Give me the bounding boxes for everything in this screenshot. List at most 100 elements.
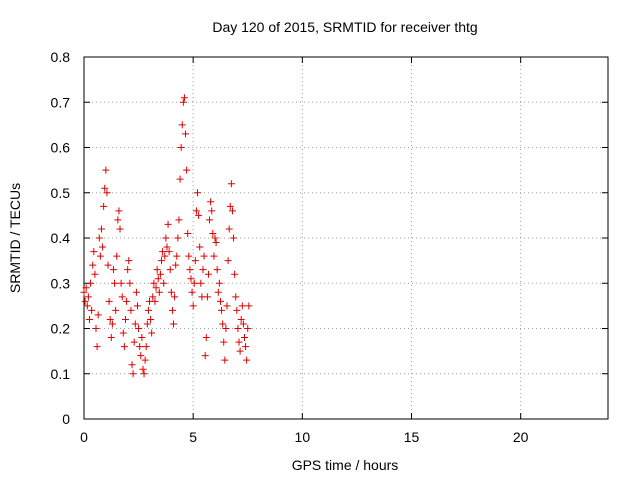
data-point <box>130 338 138 346</box>
data-point <box>80 288 88 296</box>
data-point <box>237 315 245 323</box>
data-point <box>215 279 223 287</box>
data-point <box>138 334 146 342</box>
data-point <box>107 334 115 342</box>
data-point <box>171 293 179 301</box>
data-point <box>111 279 119 287</box>
data-point <box>184 229 192 237</box>
data-point <box>126 279 134 287</box>
data-point <box>124 266 132 274</box>
data-point <box>240 334 248 342</box>
data-point <box>136 343 144 351</box>
data-point <box>189 302 197 310</box>
data-point <box>99 243 107 251</box>
data-point <box>185 252 193 260</box>
data-point <box>125 257 133 265</box>
data-point <box>177 144 185 151</box>
data-point <box>194 189 202 197</box>
x-tick-label: 20 <box>513 429 529 445</box>
data-point <box>109 266 117 274</box>
data-point <box>113 252 121 260</box>
data-point <box>163 243 171 251</box>
data-point <box>213 266 221 274</box>
data-point <box>140 370 148 378</box>
data-point <box>238 302 246 310</box>
data-point <box>142 343 150 351</box>
data-point <box>165 248 173 256</box>
data-point <box>155 288 163 296</box>
data-point <box>190 279 198 287</box>
data-point <box>131 320 139 328</box>
data-point <box>245 302 253 310</box>
data-point <box>84 293 92 301</box>
data-point <box>227 180 235 188</box>
data-point <box>221 356 229 364</box>
axis-ticks: 0 0.1 0.2 0.3 0.4 0.5 0.6 0.7 0.8 0 5 10 15 20 <box>51 49 608 445</box>
data-point <box>90 248 98 256</box>
data-point <box>239 320 247 328</box>
data-point <box>158 257 166 265</box>
data-point <box>105 297 113 305</box>
data-point <box>108 320 116 328</box>
data-point <box>219 320 227 328</box>
data-point <box>87 279 95 287</box>
data-point <box>103 189 111 197</box>
data-point <box>128 361 136 369</box>
x-tick-label: 10 <box>295 429 311 445</box>
data-point <box>121 315 129 323</box>
data-point <box>231 270 239 278</box>
data-point <box>153 266 161 274</box>
data-point <box>192 207 200 215</box>
data-point <box>232 293 240 301</box>
data-point <box>166 266 174 274</box>
data-point <box>176 175 184 183</box>
data-point <box>135 325 143 332</box>
data-point <box>224 257 232 265</box>
data-point <box>160 279 168 287</box>
data-point <box>220 338 228 346</box>
data-point <box>172 261 180 269</box>
data-point <box>161 252 169 260</box>
data-point <box>167 288 175 296</box>
data-point <box>200 252 208 260</box>
data-point <box>120 343 128 351</box>
data-point <box>139 365 147 373</box>
y-tick-label: 0 <box>62 411 70 427</box>
data-point <box>207 198 215 206</box>
data-point <box>151 297 159 305</box>
data-point <box>114 216 122 224</box>
y-axis-label: SRMTID / TECUs <box>7 183 23 293</box>
data-point <box>137 352 145 360</box>
data-point <box>236 347 244 355</box>
data-point <box>168 306 176 314</box>
data-point <box>230 234 238 242</box>
grid <box>84 57 608 419</box>
x-tick-label: 0 <box>80 429 88 445</box>
data-point <box>180 94 188 102</box>
data-point <box>132 288 140 296</box>
data-point <box>242 343 250 351</box>
data-point <box>150 279 158 287</box>
data-point <box>209 229 217 237</box>
data-point <box>100 202 108 210</box>
data-point <box>119 329 127 337</box>
data-point <box>115 207 123 215</box>
data-point <box>118 293 126 301</box>
data-point <box>226 202 234 210</box>
y-tick-label: 0.6 <box>51 140 71 156</box>
data-point <box>104 261 112 269</box>
data-point <box>195 211 203 219</box>
y-tick-label: 0.1 <box>51 366 71 382</box>
data-point <box>191 257 199 265</box>
data-point <box>93 343 101 351</box>
data-point <box>222 325 230 332</box>
data-point <box>175 216 183 224</box>
data-point <box>106 315 114 323</box>
data-point <box>164 220 172 228</box>
data-point <box>243 356 251 364</box>
data-point <box>178 121 186 129</box>
data-point <box>129 370 137 378</box>
data-point <box>81 297 89 305</box>
data-point <box>235 338 243 346</box>
